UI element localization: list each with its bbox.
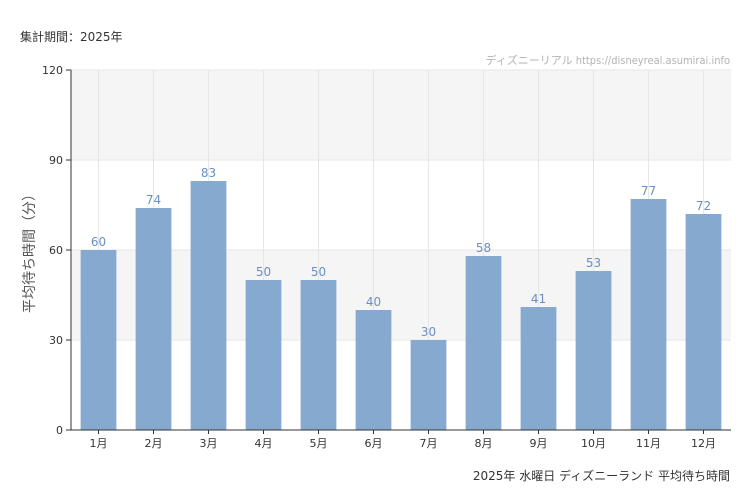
data-label: 77: [641, 184, 656, 198]
data-label: 60: [91, 235, 106, 249]
bar: [245, 280, 282, 430]
bars-group: [80, 181, 722, 430]
y-tick-label: 60: [49, 244, 63, 257]
y-tick-label: 120: [42, 64, 63, 77]
bar: [410, 340, 447, 430]
axes-group: [66, 69, 731, 434]
bar: [465, 256, 502, 430]
data-label: 40: [366, 295, 381, 309]
x-tick-label: 10月: [581, 437, 606, 450]
data-label: 74: [146, 193, 161, 207]
bar: [190, 181, 227, 430]
bar: [685, 214, 722, 430]
x-tick-label: 2月: [145, 437, 163, 450]
y-tick-labels: 0 30 60 90 120: [42, 64, 63, 437]
bar: [80, 250, 117, 430]
plot-band: [71, 70, 731, 160]
site-credit: ディズニーリアル https://disneyreal.asumirai.inf…: [485, 54, 730, 67]
data-label: 72: [696, 199, 711, 213]
x-tick-label: 7月: [420, 437, 438, 450]
data-label: 50: [311, 265, 326, 279]
data-label: 50: [256, 265, 271, 279]
data-label: 53: [586, 256, 601, 270]
y-tick-label: 90: [49, 154, 63, 167]
x-tick-label: 5月: [310, 437, 328, 450]
plot-bands: [71, 70, 731, 340]
y-tick-label: 0: [56, 424, 63, 437]
chart-caption: 2025年 水曜日 ディズニーランド 平均待ち時間: [472, 469, 730, 483]
bar: [135, 208, 172, 430]
y-axis-label: 平均待ち時間（分）: [22, 187, 38, 313]
data-label: 41: [531, 292, 546, 306]
bar: [630, 199, 667, 430]
x-tick-label: 6月: [365, 437, 383, 450]
x-tick-label: 9月: [530, 437, 548, 450]
data-labels-group: 60 74 83 50 50 40 30 58 41 53 77 72: [91, 166, 711, 339]
x-tick-labels: 1月 2月 3月 4月 5月 6月 7月 8月 9月 10月 11月 12月: [90, 437, 717, 450]
x-tick-label: 1月: [90, 437, 108, 450]
y-tick-label: 30: [49, 334, 63, 347]
bar: [300, 280, 337, 430]
data-label: 83: [201, 166, 216, 180]
x-tick-label: 3月: [200, 437, 218, 450]
bar: [520, 307, 557, 430]
x-tick-label: 11月: [636, 437, 661, 450]
bar: [355, 310, 392, 430]
x-tick-label: 4月: [255, 437, 273, 450]
data-label: 58: [476, 241, 491, 255]
period-label: 集計期間：2025年: [20, 30, 123, 44]
plot-band: [71, 250, 731, 340]
x-tick-label: 12月: [691, 437, 716, 450]
x-tick-label: 8月: [475, 437, 493, 450]
bar: [575, 271, 612, 430]
data-label: 30: [421, 325, 436, 339]
